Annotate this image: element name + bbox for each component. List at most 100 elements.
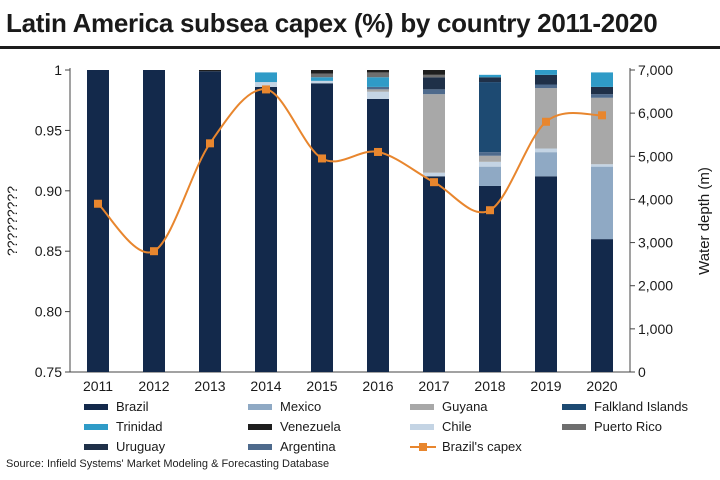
line-point-brazils-capex xyxy=(486,206,494,215)
line-point-brazils-capex xyxy=(262,85,270,94)
bar-trinidad xyxy=(535,70,557,75)
bar-guyana xyxy=(367,89,389,92)
line-point-brazils-capex xyxy=(94,199,102,208)
y-tick-label-right: 5,000 xyxy=(638,148,673,164)
legend-swatch xyxy=(84,444,108,450)
bar-venezuela xyxy=(311,70,333,74)
legend-swatch xyxy=(248,404,272,410)
y-tick-label-right: 1,000 xyxy=(638,321,673,337)
chart-title: Latin America subsea capex (%) by countr… xyxy=(6,8,658,38)
legend-swatch xyxy=(248,444,272,450)
bar-trinidad xyxy=(591,72,613,87)
legend-label: Venezuela xyxy=(280,419,341,434)
bar-uruguay xyxy=(535,74,557,85)
bar-argentina xyxy=(479,152,501,156)
bar-brazil xyxy=(535,176,557,372)
bar-venezuela xyxy=(423,70,445,75)
y-tick-label-right: 4,000 xyxy=(638,191,673,207)
bar-argentina xyxy=(367,86,389,90)
bar-chile xyxy=(255,82,277,87)
bar-brazil xyxy=(87,70,109,372)
bar-puerto-rico xyxy=(367,72,389,78)
bar-mexico xyxy=(479,166,501,186)
legend-swatch xyxy=(410,424,434,430)
x-tick-label: 2019 xyxy=(530,378,561,394)
bar-guyana xyxy=(423,94,445,173)
bar-brazil xyxy=(143,70,165,372)
bar-uruguay xyxy=(479,77,501,83)
legend-label: Argentina xyxy=(280,439,336,454)
line-point-brazils-capex xyxy=(206,139,214,148)
y-tick-label-left: 0.75 xyxy=(35,364,62,380)
y-tick-label-right: 2,000 xyxy=(638,278,673,294)
x-tick-label: 2016 xyxy=(362,378,393,394)
bar-guyana xyxy=(479,155,501,162)
bar-puerto-rico xyxy=(423,74,445,78)
y-tick-label-left: 1 xyxy=(54,62,62,78)
legend-swatch xyxy=(248,424,272,430)
bar-trinidad xyxy=(367,77,389,87)
legend-swatch xyxy=(562,424,586,430)
x-tick-label: 2012 xyxy=(138,378,169,394)
x-tick-label: 2015 xyxy=(306,378,337,394)
bar-chile xyxy=(479,161,501,167)
bar-trinidad xyxy=(255,72,277,83)
line-point-brazils-capex xyxy=(598,111,606,120)
bar-brazil xyxy=(479,185,501,372)
legend-swatch xyxy=(410,404,434,410)
legend-label: Falkland Islands xyxy=(594,399,688,414)
bar-argentina xyxy=(423,89,445,95)
x-tick-label: 2013 xyxy=(194,378,225,394)
legend-label: Mexico xyxy=(280,399,322,414)
bar-chile xyxy=(311,80,333,84)
bar-brazil xyxy=(311,83,333,372)
legend-label: Brazil xyxy=(116,399,149,414)
bar-brazil xyxy=(591,239,613,372)
legend-label: Puerto Rico xyxy=(594,419,662,434)
x-tick-label: 2014 xyxy=(250,378,281,394)
x-tick-label: 2020 xyxy=(586,378,617,394)
legend-label: Uruguay xyxy=(116,439,166,454)
legend-swatch xyxy=(84,424,108,430)
source-note: Source: Infield Systems' Market Modeling… xyxy=(6,458,330,470)
chart-legend: Brazil Mexico Guyana Falkland Islands Trinid… xyxy=(0,397,720,457)
y-tick-label-left: 0.85 xyxy=(35,243,62,259)
legend-marker xyxy=(419,443,427,451)
y-tick-label-right: 3,000 xyxy=(638,235,673,251)
bar-argentina xyxy=(591,94,613,98)
bar-brazil xyxy=(367,98,389,372)
bar-falkland-islands xyxy=(479,82,501,153)
x-tick-label: 2018 xyxy=(474,378,505,394)
bar-venezuela xyxy=(199,70,221,72)
bar-chile xyxy=(591,164,613,167)
y-tick-label-left: 0.80 xyxy=(35,304,62,320)
y-tick-label-right: 6,000 xyxy=(638,105,673,121)
bar-brazil xyxy=(255,86,277,373)
bar-puerto-rico xyxy=(311,73,333,78)
line-point-brazils-capex xyxy=(318,154,326,163)
bar-mexico xyxy=(591,166,613,240)
bar-trinidad xyxy=(479,74,501,78)
bar-uruguay xyxy=(591,86,613,95)
y-tick-label-right: 0 xyxy=(638,364,646,380)
stacked-bar-line-chart: 0.75 0.80 0.85 0.90 0.95 1 0 1,000 2,000 3,000 4,0… xyxy=(4,62,713,394)
line-point-brazils-capex xyxy=(374,147,382,156)
line-point-brazils-capex xyxy=(542,117,550,126)
bar-chile xyxy=(367,91,389,99)
x-tick-label: 2011 xyxy=(83,378,113,394)
bar-uruguay xyxy=(423,77,445,90)
bar-brazil xyxy=(423,176,445,372)
line-point-brazils-capex xyxy=(150,247,158,256)
bar-guyana xyxy=(591,97,613,165)
bar-trinidad xyxy=(311,77,333,81)
legend-swatch xyxy=(562,404,586,410)
bar-mexico xyxy=(535,152,557,177)
title-underline xyxy=(0,46,720,49)
legend-label: Chile xyxy=(442,419,472,434)
legend-label: Trinidad xyxy=(116,419,163,434)
title-bar: Latin America subsea capex (%) by countr… xyxy=(0,0,720,50)
y-tick-label-left: 0.90 xyxy=(35,183,62,199)
legend-swatch xyxy=(84,404,108,410)
y-axis-title-left: ????????? xyxy=(4,186,20,256)
x-tick-label: 2017 xyxy=(418,378,449,394)
